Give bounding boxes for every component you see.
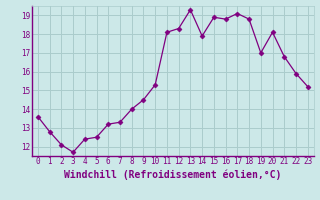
X-axis label: Windchill (Refroidissement éolien,°C): Windchill (Refroidissement éolien,°C)	[64, 169, 282, 180]
